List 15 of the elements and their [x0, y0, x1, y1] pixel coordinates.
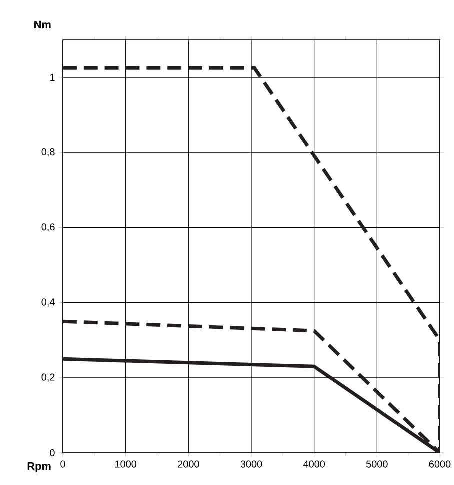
x-tick-label: 1000	[116, 460, 137, 468]
y-axis-title: Nm	[34, 20, 51, 28]
x-tick-label: 0	[60, 460, 66, 468]
y-tick-label: 0,4	[42, 298, 55, 307]
y-tick-label: 0	[50, 449, 55, 457]
x-tick-label: 2000	[178, 460, 200, 468]
y-tick-label: 0,8	[42, 148, 55, 157]
y-tick-label: 0,6	[42, 224, 55, 232]
y-tick-label: 1	[50, 74, 55, 81]
x-tick-label: 6000	[429, 460, 451, 468]
x-tick-label: 5000	[366, 460, 388, 468]
y-tick-label: 0,2	[42, 374, 55, 382]
x-tick-label: 4000	[303, 460, 326, 468]
x-axis-title: Rpm	[28, 462, 51, 472]
x-tick-label: 3000	[240, 460, 262, 468]
